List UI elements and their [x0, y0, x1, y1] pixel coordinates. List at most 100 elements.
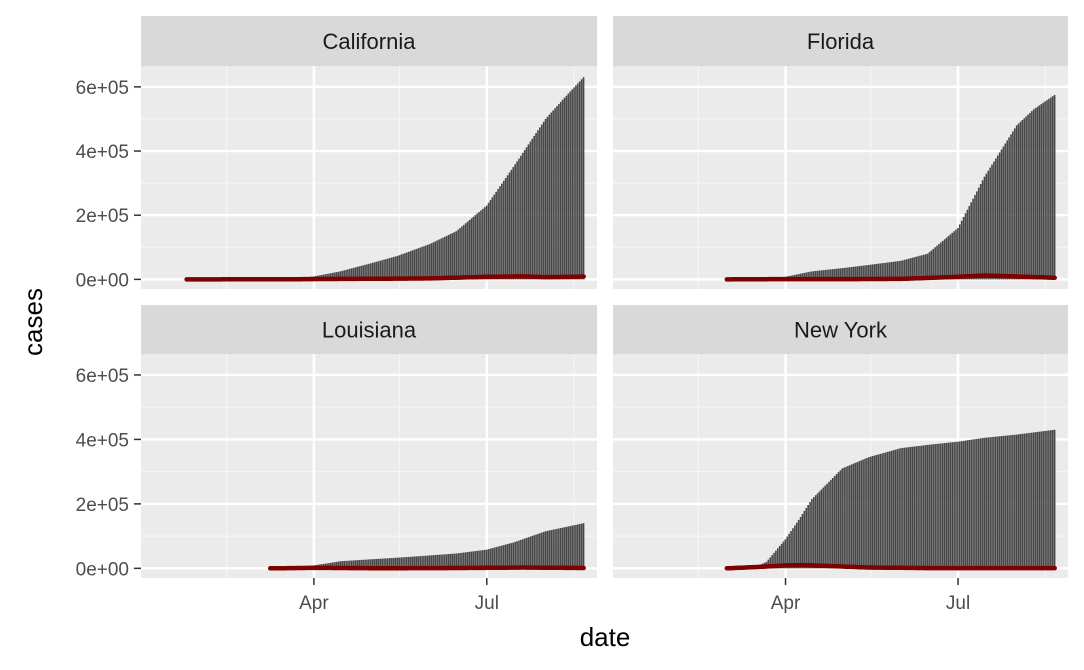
- bar: [1023, 118, 1026, 280]
- x-axis: Apr Jul Apr Jul: [299, 578, 970, 614]
- bar: [354, 267, 357, 280]
- bar: [438, 554, 440, 569]
- panel-california: California: [141, 16, 597, 289]
- bar: [1015, 125, 1018, 280]
- bar: [1008, 137, 1010, 280]
- bar: [921, 255, 923, 280]
- bar: [464, 223, 467, 280]
- bar: [1044, 430, 1046, 569]
- bar: [896, 261, 899, 280]
- bar: [833, 476, 836, 569]
- bar: [934, 444, 936, 569]
- bar: [864, 265, 866, 280]
- bar: [525, 537, 528, 569]
- bar: [900, 448, 902, 569]
- bar: [883, 452, 885, 569]
- bar: [881, 453, 883, 569]
- bar: [892, 450, 895, 569]
- bar: [1032, 109, 1035, 280]
- bar: [962, 440, 965, 569]
- bar: [523, 150, 526, 280]
- y-tick-label: 6e+05: [76, 78, 129, 99]
- bar: [546, 116, 549, 280]
- bar: [1051, 96, 1054, 280]
- bar: [1015, 434, 1018, 569]
- bar: [533, 135, 535, 280]
- bar: [799, 516, 802, 569]
- bar: [879, 453, 881, 569]
- bar: [573, 525, 575, 569]
- bar: [350, 560, 353, 569]
- bar: [957, 441, 959, 569]
- bar: [794, 525, 796, 569]
- bar: [466, 552, 469, 569]
- bar: [850, 267, 853, 280]
- bar: [501, 183, 503, 280]
- bar: [1000, 149, 1003, 280]
- bar: [512, 167, 515, 280]
- bar: [504, 544, 507, 569]
- bar: [455, 231, 458, 280]
- bar: [421, 555, 423, 569]
- bar: [506, 544, 509, 569]
- bar: [814, 270, 817, 280]
- bar: [409, 556, 412, 569]
- bar: [854, 266, 857, 280]
- bar: [1032, 432, 1035, 569]
- bar: [480, 210, 482, 280]
- bar: [444, 554, 446, 569]
- bar: [377, 558, 380, 569]
- bar: [383, 558, 385, 569]
- bar: [531, 535, 534, 569]
- bar: [419, 556, 421, 569]
- bar: [529, 141, 532, 280]
- bar: [398, 557, 401, 569]
- bar: [352, 267, 355, 280]
- bar: [987, 170, 990, 280]
- bar: [468, 551, 471, 569]
- bar: [485, 205, 488, 280]
- bar: [425, 555, 427, 569]
- bar: [913, 257, 916, 280]
- bar: [966, 209, 969, 280]
- bar: [476, 550, 478, 569]
- bar: [390, 257, 393, 280]
- bar: [497, 546, 499, 569]
- bar: [520, 155, 522, 280]
- bar: [958, 224, 961, 280]
- bar: [447, 234, 450, 280]
- bar: [491, 197, 494, 280]
- bar: [455, 553, 458, 569]
- bar: [1017, 434, 1020, 569]
- cumulative-bars: [727, 429, 1056, 569]
- bar: [1012, 434, 1014, 569]
- bar: [877, 454, 880, 569]
- bar: [406, 252, 408, 280]
- bar: [813, 497, 815, 569]
- bar: [444, 236, 446, 280]
- bar: [349, 268, 351, 280]
- bar: [805, 508, 808, 569]
- bar: [881, 263, 883, 280]
- bar: [330, 562, 332, 569]
- bar: [487, 549, 490, 569]
- bar: [976, 191, 978, 280]
- bar: [415, 556, 418, 569]
- bar: [563, 527, 566, 569]
- bar: [533, 535, 535, 569]
- bar: [516, 541, 518, 569]
- x-tick-label: Apr: [299, 593, 329, 614]
- bar: [915, 256, 918, 280]
- bar: [936, 245, 938, 280]
- bar: [487, 202, 490, 280]
- bar: [849, 267, 851, 280]
- bar: [337, 271, 340, 280]
- x-tick-label: Apr: [771, 593, 801, 614]
- bar: [816, 270, 819, 280]
- bar: [919, 445, 921, 569]
- bar: [548, 114, 551, 280]
- bar: [890, 261, 893, 280]
- strip-label-louisiana: Louisiana: [322, 318, 417, 343]
- bar: [909, 446, 912, 569]
- bar: [326, 273, 328, 280]
